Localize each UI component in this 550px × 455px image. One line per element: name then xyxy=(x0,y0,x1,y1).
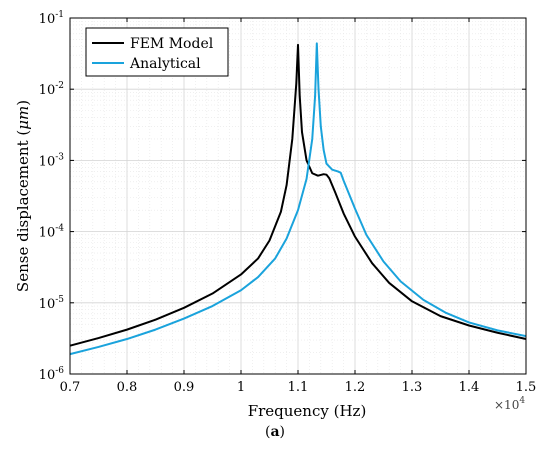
grid xyxy=(70,18,526,374)
series-line-analytical xyxy=(69,42,527,356)
x-tick-label: 0.8 xyxy=(117,380,138,395)
axis-ticks: 0.7 0.8 0.9 1 1.1 1.2 1.3 1.4 1.5 10-6 10-5 10-4 10-… xyxy=(39,10,537,395)
caption-letter: a xyxy=(270,424,280,440)
series-lines xyxy=(69,42,527,356)
y-tick-label: 10-4 xyxy=(39,224,65,241)
frequency-response-chart: 0.7 0.8 0.9 1 1.1 1.2 1.3 1.4 1.5 10-6 10-5 10-4 10-… xyxy=(14,10,537,420)
x-tick-label: 1 xyxy=(237,380,245,395)
x-axis-multiplier: ×104 xyxy=(494,396,525,412)
figure-caption: (a) xyxy=(0,424,550,440)
legend-box xyxy=(85,27,229,77)
y-tick-label: 10-1 xyxy=(39,10,64,27)
y-tick-label: 10-3 xyxy=(39,152,65,169)
caption-open-paren: ( xyxy=(264,424,271,440)
y-tick-label: 10-5 xyxy=(39,295,65,312)
x-axis-label: Frequency (Hz) xyxy=(248,402,367,420)
x-tick-label: 1.2 xyxy=(345,380,366,395)
legend-label-analytical: Analytical xyxy=(129,56,201,72)
caption-close-paren: ) xyxy=(279,424,285,440)
legend: FEM Model Analytical xyxy=(85,27,229,77)
x-tick-label: 1.4 xyxy=(459,380,480,395)
series-line-fem-model xyxy=(69,43,527,347)
x-tick-label: 1.1 xyxy=(288,380,309,395)
y-tick-label: 10-2 xyxy=(39,81,64,98)
x-tick-label: 0.9 xyxy=(174,380,195,395)
y-tick-label: 10-6 xyxy=(39,366,65,383)
x-tick-label: 1.5 xyxy=(516,380,537,395)
legend-label-fem: FEM Model xyxy=(130,36,214,52)
x-tick-label: 1.3 xyxy=(402,380,423,395)
x-tick-label: 0.7 xyxy=(60,380,81,395)
y-axis-label: Sense displacement (μm) xyxy=(14,100,32,292)
